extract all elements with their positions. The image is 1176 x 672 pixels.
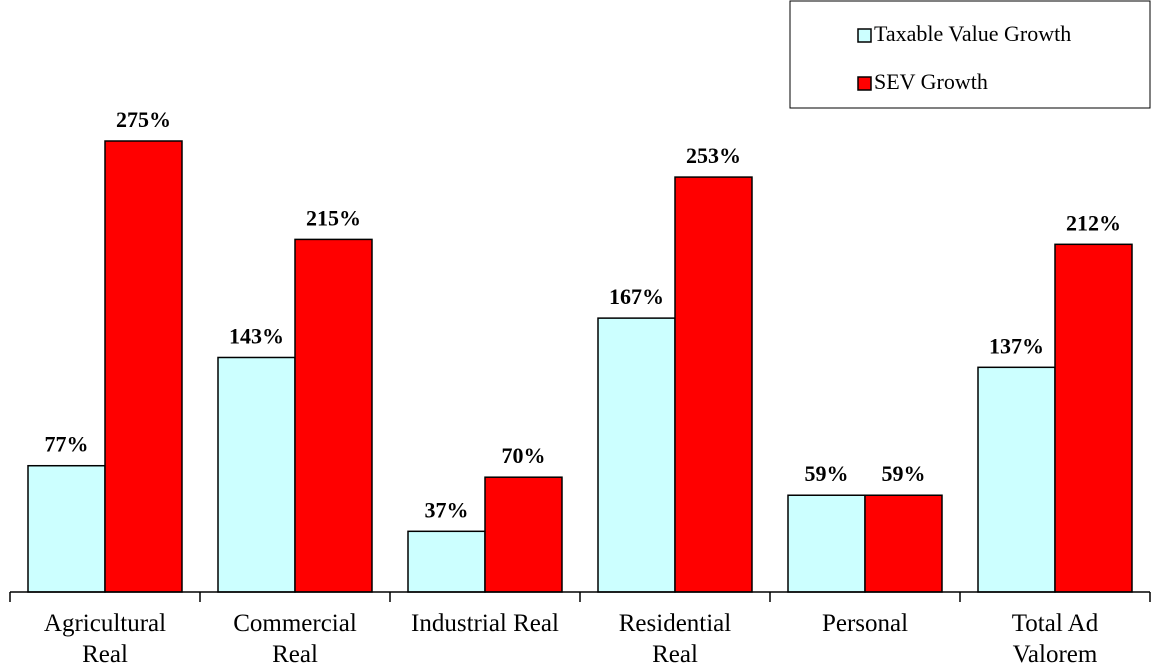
bar xyxy=(597,317,676,593)
value-label: 167% xyxy=(609,284,664,309)
value-label: 137% xyxy=(989,333,1044,358)
value-label: 59% xyxy=(805,461,849,486)
bar xyxy=(294,238,373,593)
legend-box xyxy=(789,0,1151,109)
value-label: 275% xyxy=(116,107,171,132)
legend-label: Taxable Value Growth xyxy=(874,21,1071,46)
legend: Taxable Value Growth SEV Growth xyxy=(789,0,1151,109)
x-tick-label: Commercial Real xyxy=(233,610,357,668)
x-tick-label: Residential Real xyxy=(618,610,732,668)
value-label: 215% xyxy=(306,205,361,230)
value-label: 212% xyxy=(1066,210,1121,235)
bar xyxy=(674,176,753,593)
value-label: 143% xyxy=(229,323,284,348)
bar xyxy=(484,476,563,593)
x-tick-label: Total Ad Valorem xyxy=(1011,610,1099,668)
legend-label: SEV Growth xyxy=(874,69,988,94)
x-tick-label: Personal xyxy=(821,610,909,637)
bar xyxy=(787,494,866,593)
bar xyxy=(864,494,943,593)
bar xyxy=(104,140,183,593)
value-label: 70% xyxy=(502,443,546,468)
x-tick-label: Industrial Real xyxy=(411,610,559,637)
bar xyxy=(217,356,296,593)
bar xyxy=(977,366,1056,593)
bar xyxy=(27,464,106,593)
value-label: 59% xyxy=(882,461,926,486)
bar xyxy=(1054,243,1133,593)
value-label: 253% xyxy=(686,143,741,168)
bar xyxy=(407,530,486,593)
value-label: 77% xyxy=(45,432,89,457)
legend-swatch xyxy=(857,28,872,43)
x-tick-label: Agricultural Real xyxy=(43,610,167,668)
legend-swatch xyxy=(857,76,872,91)
value-label: 37% xyxy=(425,497,469,522)
